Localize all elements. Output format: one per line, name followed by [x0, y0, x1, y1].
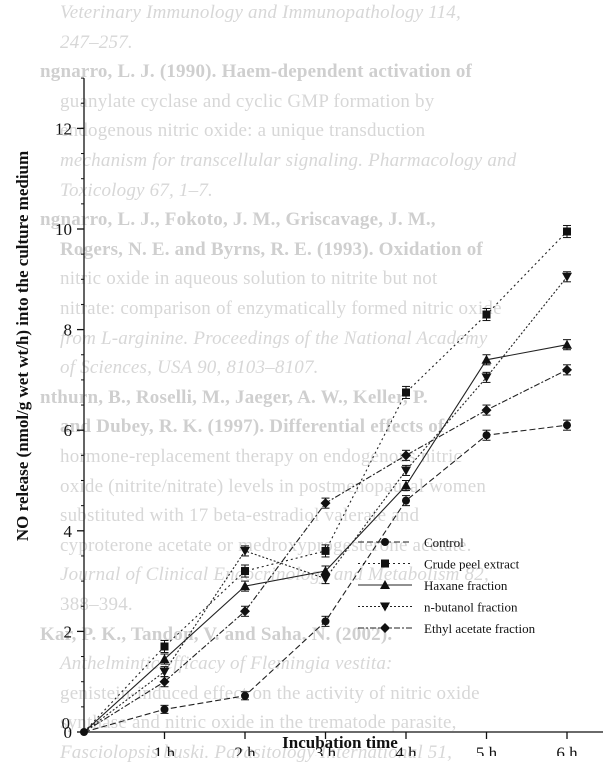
data-point [320, 498, 331, 509]
y-tick-label: 10 [55, 220, 72, 239]
data-point [160, 642, 169, 651]
legend-marker [380, 623, 390, 633]
legend-label: Ethyl acetate fraction [424, 621, 536, 636]
data-point [241, 691, 249, 700]
legend-marker [381, 559, 389, 568]
data-point [402, 496, 410, 505]
data-point [240, 581, 250, 591]
data-point [159, 667, 170, 677]
series-line [83, 231, 568, 733]
data-point [240, 606, 250, 617]
data-point [321, 546, 330, 555]
data-point [320, 574, 331, 584]
data-point [320, 566, 331, 576]
chart-legend: Control Crude peel extract Haxane fraction… [358, 535, 536, 636]
data-point [481, 373, 492, 383]
data-point [160, 705, 169, 714]
legend-label: n-butanol fraction [424, 600, 518, 615]
data-point [159, 654, 170, 664]
data-point [159, 676, 170, 687]
series-ethyl-acetate-fraction [83, 364, 572, 733]
y-tick-label: 0 [64, 723, 73, 742]
legend-item: n-butanol fraction [358, 600, 518, 615]
y-tick-label: 12 [55, 119, 72, 138]
data-point [321, 617, 330, 626]
data-point [240, 546, 250, 556]
x-tick-label: 4 h [395, 743, 417, 756]
legend-marker [380, 602, 390, 612]
data-point [241, 567, 249, 576]
y-tick-label: 8 [64, 321, 73, 340]
series-line [83, 344, 568, 733]
data-point [481, 354, 492, 364]
y-tick-label: 6 [64, 421, 73, 440]
y-tick-label: 2 [64, 622, 73, 641]
legend-label: Haxane fraction [424, 578, 508, 593]
data-point [481, 405, 492, 416]
legend-item: Ethyl acetate fraction [358, 621, 536, 636]
data-point [563, 227, 571, 236]
chart-series [80, 224, 572, 736]
legend-item: Crude peel extract [358, 557, 520, 572]
y-tick-label: 4 [64, 522, 73, 541]
data-point [562, 364, 572, 375]
y-axis-title: NO release (nmol/g wet wt/h) into the cu… [13, 151, 32, 541]
x-tick-label: 6 h [556, 743, 578, 756]
data-point [562, 272, 572, 282]
data-point [401, 450, 411, 461]
legend-label: Control [424, 535, 464, 550]
x-tick-label: 2 h [234, 743, 256, 756]
data-point [482, 310, 491, 319]
legend-item: Haxane fraction [358, 578, 508, 593]
legend-label: Crude peel extract [424, 557, 520, 572]
origin-point [80, 728, 88, 736]
data-point [482, 431, 491, 440]
series-control [83, 419, 571, 733]
x-tick-label: 0 [62, 714, 71, 733]
series-n-butanol-fraction [83, 271, 572, 733]
x-axis-title: Incubation time [282, 733, 398, 752]
x-tick-label: 5 h [476, 743, 498, 756]
data-point [402, 388, 410, 397]
data-point [401, 480, 411, 490]
series-haxane-fraction [83, 339, 572, 733]
legend-marker [381, 538, 389, 546]
data-point [562, 339, 572, 349]
data-point [563, 421, 571, 430]
legend-item: Control [358, 535, 464, 550]
data-point [401, 466, 411, 476]
x-tick-label: 1 h [154, 743, 176, 756]
series-crude-peel-extract [83, 224, 571, 733]
legend-marker [380, 580, 390, 589]
chart-axes: 0 2 4 6 8 10 12 0 1 h 2 h 3 h 4 h 5 h 6 h [55, 77, 603, 756]
x-tick-label: 3 h [315, 743, 337, 756]
